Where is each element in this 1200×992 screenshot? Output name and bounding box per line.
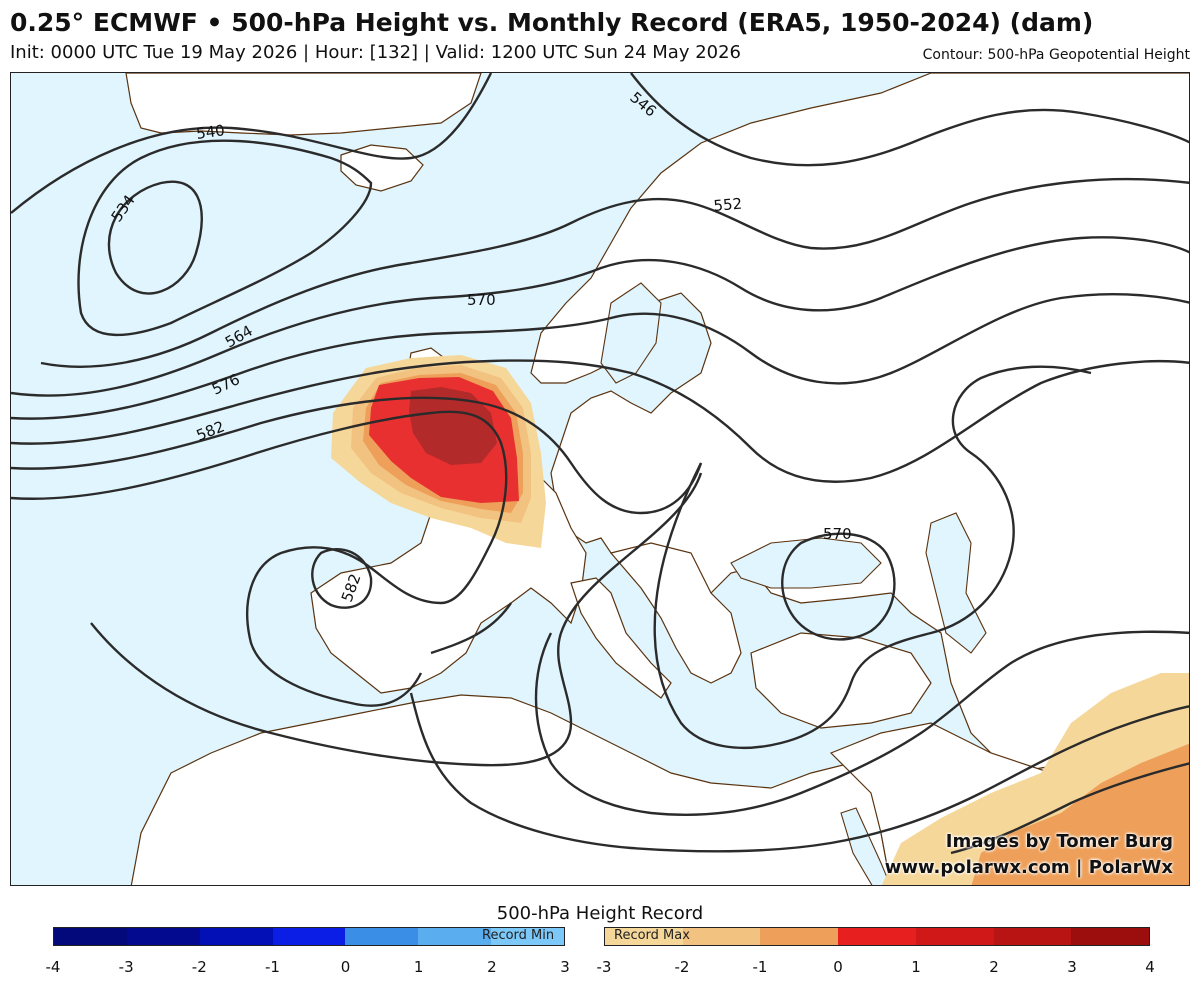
colorbar-segment xyxy=(915,928,994,945)
colorbar-tick-label: -4 xyxy=(45,958,61,976)
colorbar-tick-label: -1 xyxy=(752,958,768,976)
contour-588-south xyxy=(409,692,1189,853)
contour-594 xyxy=(950,762,1189,855)
colorbar-tick-label: 2 xyxy=(487,958,497,976)
colorbar-tick-label: -3 xyxy=(596,958,612,976)
greenland-land xyxy=(125,73,482,136)
map-panel: 540 534 546 552 570 564 576 582 582 570 … xyxy=(10,72,1190,886)
contour-label: 570 xyxy=(467,291,496,309)
colorbar-segment xyxy=(838,928,916,945)
contour-label: 540 xyxy=(195,121,226,143)
record-min-colorbar xyxy=(53,927,565,946)
contour-534 xyxy=(107,180,203,295)
colorbar-tick-label: 3 xyxy=(560,958,570,976)
record-max-shading xyxy=(331,355,1189,885)
contour-570 xyxy=(11,359,1189,483)
record-min-label: Record Min xyxy=(482,928,555,943)
colorbar-segment xyxy=(760,928,839,945)
colorbar-tick-label: 1 xyxy=(911,958,921,976)
colorbar-segment xyxy=(682,928,761,945)
credit-author: Images by Tomer Burg xyxy=(945,831,1173,852)
baltic-sea xyxy=(600,282,662,384)
colorbar-tick-label: 2 xyxy=(989,958,999,976)
map-svg: 540 534 546 552 570 564 576 582 582 570 xyxy=(11,73,1189,885)
colorbar-segment xyxy=(54,928,127,945)
contour-588 xyxy=(90,472,703,767)
contour-note: Contour: 500-hPa Geopotential Height xyxy=(922,47,1190,63)
contour-546 xyxy=(630,73,1189,167)
contour-558 xyxy=(11,236,1189,397)
contour-label: 552 xyxy=(713,195,743,215)
colorbar-segment xyxy=(491,928,565,945)
colorbar-segment xyxy=(993,928,1072,945)
colorbar-tick-label: 1 xyxy=(413,958,424,976)
colorbar-tick-label: -1 xyxy=(264,958,280,976)
colorbar-tick-label: -3 xyxy=(118,958,134,976)
credit-website: www.polarwx.com | PolarWx xyxy=(884,857,1173,878)
colorbar-tick-label: 0 xyxy=(340,958,351,976)
contour-576 xyxy=(11,396,703,515)
record-shade-dark xyxy=(409,387,497,465)
contour-582-west xyxy=(11,410,508,707)
contour-label: 570 xyxy=(823,525,852,543)
colorbar-segment xyxy=(345,928,419,945)
run-info-subtitle: Init: 0000 UTC Tue 19 May 2026 | Hour: [… xyxy=(10,42,742,63)
colorbar-segment xyxy=(418,928,492,945)
contour-582-east xyxy=(430,602,1189,817)
height-contours xyxy=(11,73,1189,855)
record-max-colorbar xyxy=(604,927,1150,946)
contour-582-loop xyxy=(311,548,373,609)
inland-seas xyxy=(600,282,987,885)
black-sea xyxy=(730,537,882,589)
record-max-label: Record Max xyxy=(614,928,690,943)
caspian-sea xyxy=(925,512,987,654)
colorbar-tick-label: 4 xyxy=(1145,958,1155,976)
colorbar-segment xyxy=(605,928,683,945)
colorbar-segment xyxy=(1071,928,1150,945)
contour-552 xyxy=(40,177,1189,368)
legend-title: 500-hPa Height Record xyxy=(496,903,704,924)
italy-land xyxy=(570,577,672,699)
red-sea xyxy=(840,807,891,885)
colorbar-tick-label: 0 xyxy=(833,958,843,976)
colorbar-tick-label: -2 xyxy=(674,958,690,976)
contour-564 xyxy=(11,292,1189,420)
contour-540 xyxy=(11,73,493,337)
colorbar-segment xyxy=(126,928,200,945)
contour-576-east xyxy=(653,365,1092,749)
page-title: 0.25° ECMWF • 500-hPa Height vs. Monthly… xyxy=(10,8,1094,37)
iceland-land xyxy=(340,144,424,192)
colorbar-tick-label: 3 xyxy=(1067,958,1077,976)
contour-570-east xyxy=(781,532,896,641)
colorbar-tick-label: -2 xyxy=(191,958,207,976)
colorbar-segment xyxy=(199,928,273,945)
colorbar-segment xyxy=(272,928,346,945)
balkans-land xyxy=(609,542,742,684)
anatolia-land xyxy=(750,632,932,729)
